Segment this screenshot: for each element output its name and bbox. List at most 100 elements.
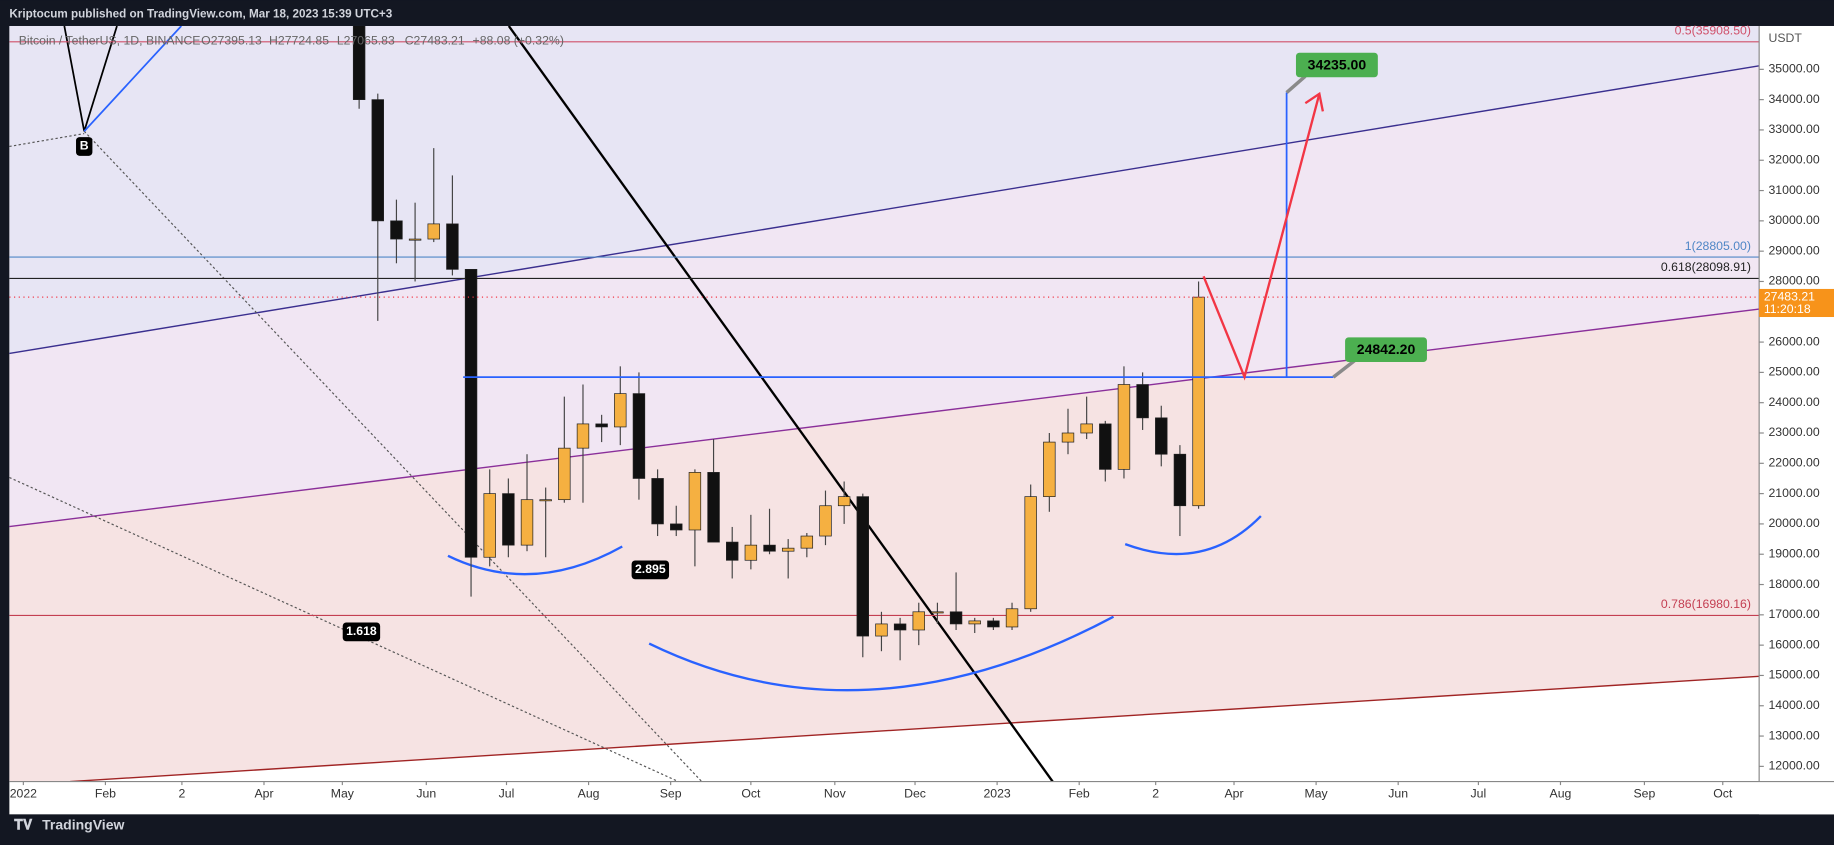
candle-body xyxy=(520,499,534,546)
candle-body xyxy=(371,99,384,222)
candle-body xyxy=(726,541,739,561)
x-tick-label: Feb xyxy=(1069,787,1090,801)
level-label: 1(28805.00) xyxy=(1685,239,1751,253)
candle-body xyxy=(1005,608,1019,628)
candle-body xyxy=(893,623,907,631)
candle-body xyxy=(595,423,608,428)
candle-body xyxy=(446,223,459,270)
badge-label: B xyxy=(80,139,89,153)
target-pointer xyxy=(1332,359,1356,379)
y-tick-label: 21000.00 xyxy=(1769,486,1820,500)
candle-body xyxy=(949,611,963,625)
target-box xyxy=(1345,337,1427,362)
footer: TradingView xyxy=(42,817,124,833)
badge-label: 1.618 xyxy=(346,624,377,638)
target-label: 24842.20 xyxy=(1357,341,1416,357)
y-tick-label: 24000.00 xyxy=(1769,395,1820,409)
y-tick-label: 29000.00 xyxy=(1769,243,1820,257)
dotted-line xyxy=(9,133,85,148)
x-tick-label: Sep xyxy=(1634,787,1656,801)
y-tick-label: 20000.00 xyxy=(1769,516,1820,530)
candle-body xyxy=(707,472,720,543)
header: Kriptocum published on TradingView.com, … xyxy=(9,7,392,20)
arrow-head xyxy=(1304,91,1325,112)
candle-body xyxy=(968,620,981,625)
candle-body xyxy=(1099,423,1112,470)
candle-body xyxy=(1080,423,1093,434)
x-tick-label: 2 xyxy=(1152,787,1159,801)
y-tick-label: 15000.00 xyxy=(1769,668,1820,682)
projection-arrow xyxy=(1202,93,1321,381)
candle-body xyxy=(352,25,366,100)
x-tick-label: Jun xyxy=(1388,787,1408,801)
y-tick-label: 23000.00 xyxy=(1769,425,1820,439)
candle-body xyxy=(1192,296,1205,507)
x-tick-label: Dec xyxy=(904,787,926,801)
candle-body xyxy=(1155,417,1168,455)
candle-body xyxy=(670,523,683,531)
candle-body xyxy=(987,620,1000,628)
candle-body xyxy=(390,220,403,240)
candle-body xyxy=(744,544,758,561)
candle-body xyxy=(651,478,664,525)
drawings xyxy=(9,25,1760,782)
x-tick-label: 2023 xyxy=(983,787,1010,801)
y-tick-label: 17000.00 xyxy=(1769,607,1820,621)
candle-body xyxy=(781,547,795,552)
target-label: 34235.00 xyxy=(1308,56,1367,72)
candle-body xyxy=(1043,441,1056,497)
candle-body xyxy=(931,611,944,614)
price-tag xyxy=(1759,288,1834,318)
y-tick-label: 28000.00 xyxy=(1769,274,1820,288)
x-tick-label: Apr xyxy=(254,787,273,801)
symbol: Bitcoin / TetherUS, 1D, BINANCE xyxy=(19,33,201,47)
level-label: 0.618(28098.91) xyxy=(1661,260,1751,274)
channel-line xyxy=(70,675,1760,782)
x-tick-label: 2 xyxy=(178,787,185,801)
x-tick-label: Oct xyxy=(741,787,761,801)
candle-body xyxy=(1117,384,1131,470)
candle-body xyxy=(558,447,571,501)
x-tick-label: Jul xyxy=(1471,787,1487,801)
y-tick-label: 18000.00 xyxy=(1769,577,1820,591)
y-tick-label: 19000.00 xyxy=(1769,546,1820,560)
currency: USDT xyxy=(1769,31,1803,45)
badge xyxy=(631,560,670,580)
candle-body xyxy=(819,505,832,537)
candle-body xyxy=(464,268,478,558)
arc xyxy=(648,615,1115,692)
candle-body xyxy=(837,496,851,507)
target-box xyxy=(1295,52,1378,78)
zone-middle xyxy=(9,65,1760,527)
annotations: 0.5(35908.50) 1(28805.00) 0.618(28098.91) 0… xyxy=(76,24,1751,642)
candle-body xyxy=(614,393,627,428)
badge-label: 2.895 xyxy=(635,562,666,576)
candle-body xyxy=(632,393,646,479)
x-tick-label: May xyxy=(331,787,355,801)
x-tick-label: Oct xyxy=(1713,787,1733,801)
zone-lower xyxy=(9,309,1760,782)
candle-body xyxy=(1024,496,1037,610)
ohlc-value: C27483.21 xyxy=(405,33,465,47)
y-tick-label: 14000.00 xyxy=(1769,698,1820,712)
candle-body xyxy=(875,623,888,637)
candle-body xyxy=(539,499,552,502)
candle-body xyxy=(763,544,776,552)
y-tick-label: 25000.00 xyxy=(1769,365,1820,379)
y-tick-label: 32000.00 xyxy=(1769,152,1820,166)
y-tick-label: 26000.00 xyxy=(1769,334,1820,348)
candle-body xyxy=(483,493,496,558)
marks xyxy=(9,25,1760,661)
ohlc-value: +88.08 (+0.32%) xyxy=(473,33,564,47)
level-label: 0.786(16980.16) xyxy=(1661,597,1751,611)
y-tick-label: 16000.00 xyxy=(1769,637,1820,651)
ohlc-value: O27395.13 xyxy=(201,33,262,47)
x-tick-label: Sep xyxy=(660,787,682,801)
x-tick-label: Aug xyxy=(1550,787,1572,801)
candle-body xyxy=(912,611,925,631)
x-tick-label: Jun xyxy=(416,787,436,801)
pattern-line xyxy=(83,25,182,132)
dotted-line xyxy=(9,476,679,782)
